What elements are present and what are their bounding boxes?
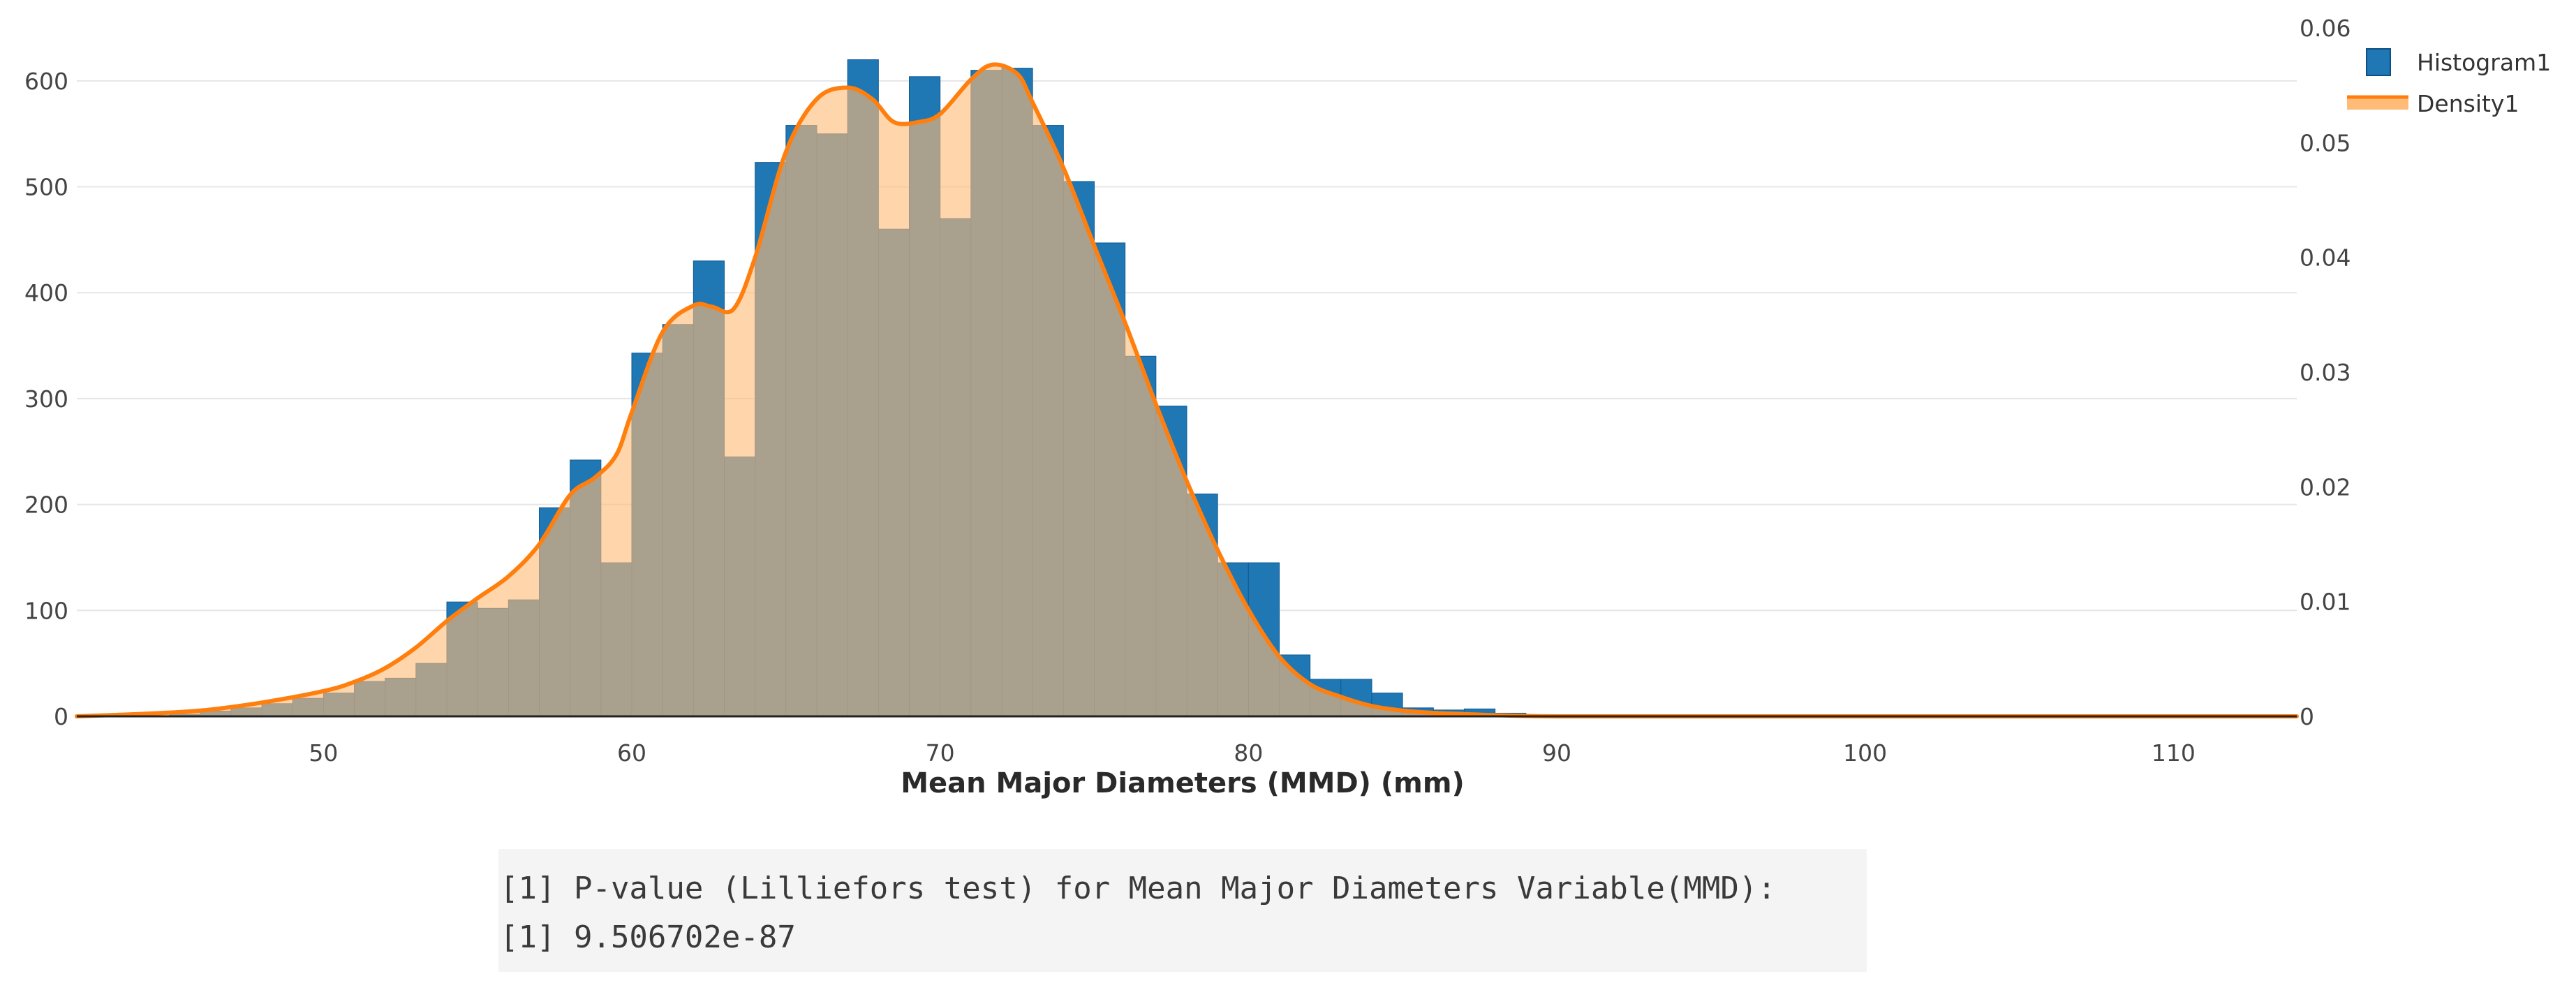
legend-swatch-density [2347,96,2408,110]
density-area [77,64,2297,717]
x-tick-label: 110 [2152,739,2196,767]
legend-swatch-histogram [2366,48,2391,76]
legend-label-density: Density1 [2417,90,2519,117]
legend: Histogram1 Density1 [2347,48,2551,117]
y-left-tick-label: 0 [54,703,68,730]
gridlines [77,80,2297,612]
legend-item-density[interactable]: Density1 [2347,90,2519,117]
y-left-tick-label: 200 [24,492,68,519]
density-curve [75,62,2299,719]
y-right-tick-label: 0 [2300,703,2314,730]
x-tick-label: 80 [1234,739,1263,767]
y-right-tick-label: 0.01 [2300,589,2351,616]
legend-item-histogram[interactable]: Histogram1 [2366,48,2551,76]
y-left-tick-label: 400 [24,279,68,307]
console-output: [1] P-value (Lilliefors test) for Mean M… [498,849,1867,972]
y-left-tick-label: 300 [24,385,68,413]
y-right-tick-label: 0.06 [2300,15,2351,42]
y-left-tick-label: 100 [24,597,68,624]
x-tick-label: 100 [1843,739,1887,767]
x-tick-label: 70 [926,739,955,767]
x-tick-label: 60 [617,739,646,767]
legend-label-histogram: Histogram1 [2417,49,2551,76]
x-axis-title: Mean Major Diameters (MMD) (mm) [901,767,1465,799]
axes: 0 100 200 300 400 500 600 0 0.01 0.02 0.03 0.04 0.05… [24,15,2351,767]
x-tick-label: 50 [309,739,338,767]
y-left-tick-label: 500 [24,174,68,201]
y-right-tick-label: 0.02 [2300,473,2351,501]
density-line[interactable] [75,62,2299,719]
console-line-pvalue-label: [1] P-value (Lilliefors test) for Mean M… [500,871,1776,906]
x-tick-label: 90 [1542,739,1571,767]
y-right-tick-label: 0.05 [2300,129,2351,156]
y-right-tick-label: 0.03 [2300,359,2351,386]
y-right-tick-label: 0.04 [2300,244,2351,272]
console-line-pvalue-value: [1] 9.506702e-87 [500,920,796,955]
y-left-tick-label: 600 [24,68,68,95]
